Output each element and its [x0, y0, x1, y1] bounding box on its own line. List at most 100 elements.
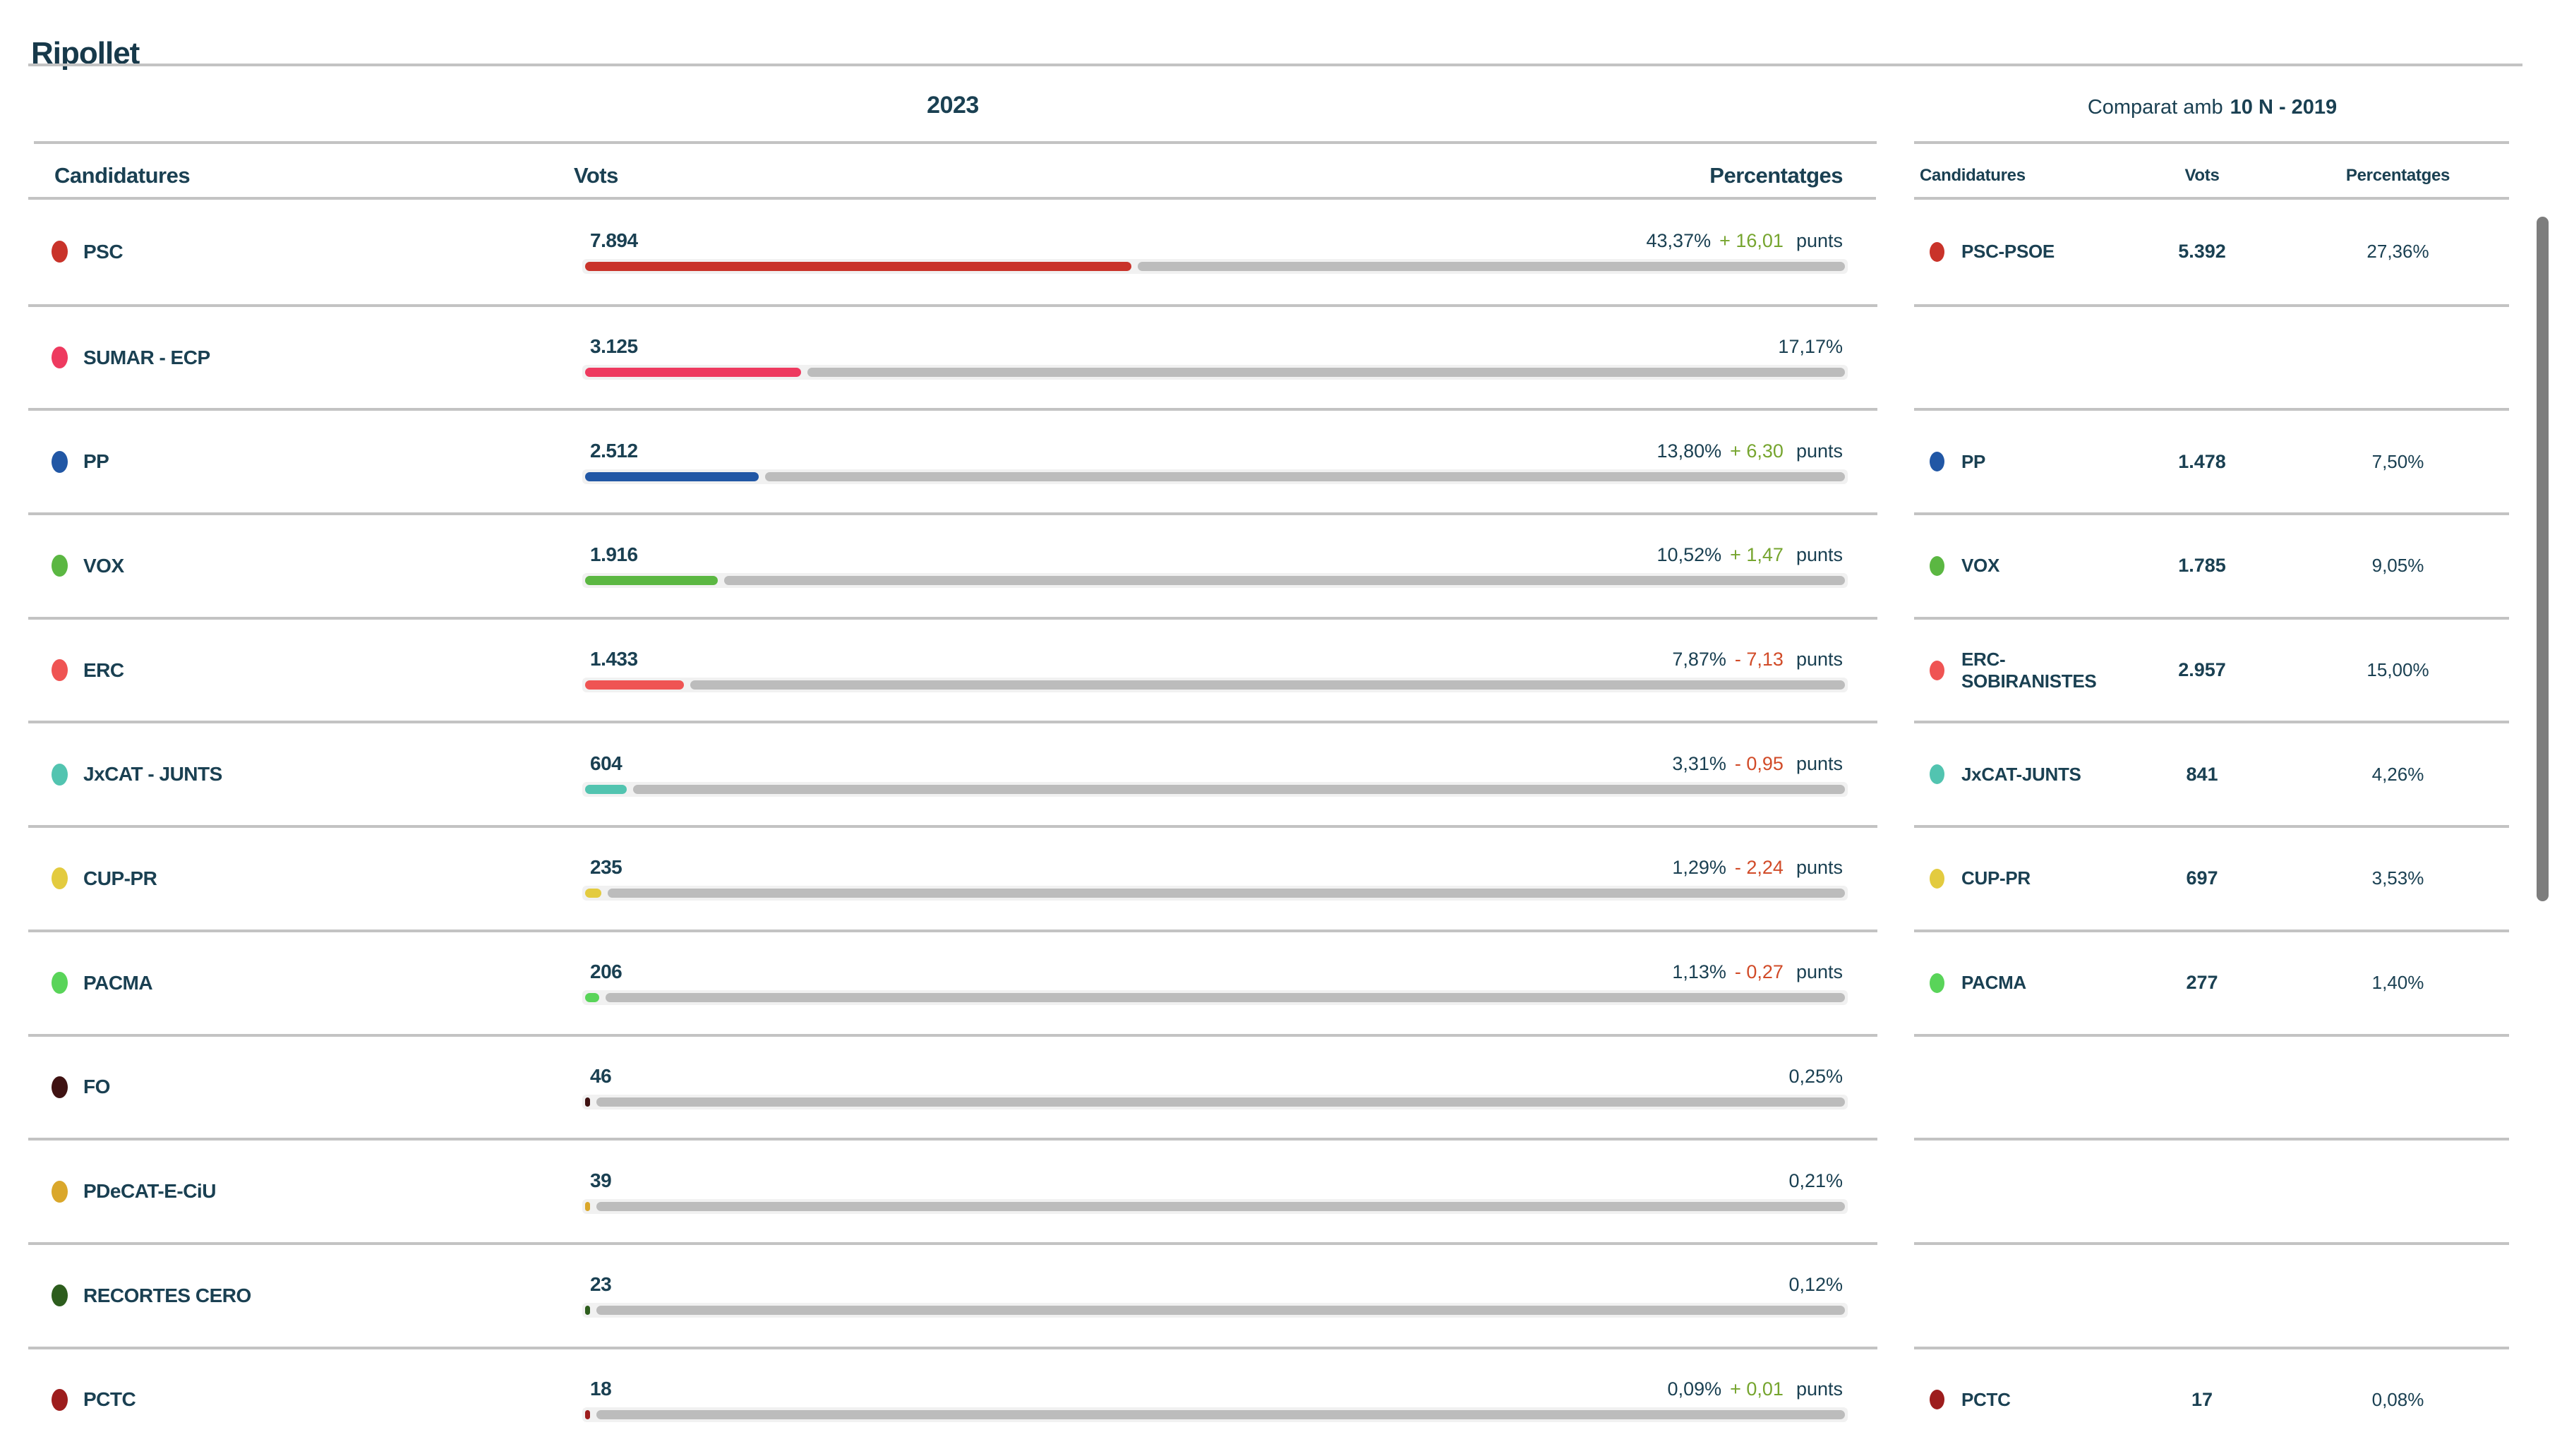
- party-cell: CUP-PR: [1914, 867, 2131, 889]
- votes-bar-chart: 18 0,09% + 0,01 punts: [582, 1378, 1848, 1422]
- bar-track: [582, 469, 1848, 484]
- values-line: 46 0,25%: [582, 1065, 1848, 1088]
- bar-fill: [585, 1201, 590, 1211]
- scrollbar-thumb[interactable]: [2537, 217, 2549, 901]
- pct-delta: - 0,27: [1734, 961, 1784, 983]
- party-color-dot: [52, 1284, 68, 1307]
- bar-remainder: [723, 576, 1845, 586]
- pct-value: 43,37%: [1646, 230, 1712, 252]
- bar-fill: [585, 993, 600, 1003]
- pct-delta: + 6,30: [1730, 440, 1784, 462]
- votes-value: 1.916: [590, 543, 638, 566]
- party-cell: ERC: [28, 659, 582, 682]
- pct-value: 15,00%: [2366, 659, 2429, 681]
- punts-label: punts: [1796, 649, 1843, 670]
- votes-value: 39: [590, 1169, 612, 1191]
- party-cell: VOX: [28, 555, 582, 577]
- votes-bar-chart: 7.894 43,37% + 16,01 punts: [582, 229, 1848, 275]
- punts-label: punts: [1796, 752, 1843, 774]
- votes-bar-chart: 23 0,12%: [582, 1273, 1848, 1318]
- pct-value: 3,53%: [2371, 867, 2424, 889]
- party-name: PACMA: [83, 971, 153, 994]
- party-color-dot: [52, 1180, 68, 1203]
- party-cell: PACMA: [1914, 972, 2131, 994]
- values-line: 23 0,12%: [582, 1273, 1848, 1296]
- votes-value: 235: [590, 856, 623, 879]
- party-name: CUP-PR: [1961, 867, 2031, 889]
- party-color-dot: [52, 659, 68, 682]
- results-table-2023: PSC 7.894 43,37% + 16,01 punts SUMAR - ECP 3.1…: [28, 200, 1877, 1450]
- votes-value: 697: [2186, 867, 2218, 889]
- votes-bar-chart: 2.512 13,80% + 6,30 punts: [582, 440, 1848, 484]
- bar-track: [582, 1303, 1848, 1318]
- values-line: 206 1,13% - 0,27 punts: [582, 961, 1848, 983]
- result-row-2023: PSC 7.894 43,37% + 16,01 punts: [28, 200, 1877, 304]
- result-row-2023: JxCAT - JUNTS 604 3,31% - 0,95 punts: [28, 721, 1877, 825]
- punts-label: punts: [1796, 230, 1843, 252]
- party-color-dot: [1930, 868, 1944, 889]
- pct-value: 13,80%: [1656, 440, 1722, 462]
- column-header-vots: Vots: [2184, 166, 2220, 185]
- comparison-table-2019: PSC-PSOE 5.392 27,36% PP 1.478 7,50% VOX 1.785 9…: [1914, 200, 2509, 1450]
- punts-label: punts: [1796, 1378, 1843, 1400]
- header-divider-left: [28, 197, 1876, 200]
- values-line: 39 0,21%: [582, 1169, 1848, 1192]
- bar-fill: [585, 471, 759, 481]
- pct-value: 27,36%: [2366, 241, 2429, 263]
- party-color-dot: [1930, 764, 1944, 785]
- percentage-group: 1,29% - 2,24 punts: [1672, 857, 1848, 879]
- party-color-dot: [1930, 973, 1944, 993]
- party-color-dot: [52, 347, 68, 369]
- party-color-dot: [52, 1388, 68, 1411]
- result-row-2023: VOX 1.916 10,52% + 1,47 punts: [28, 512, 1877, 617]
- percentage-group: 1,13% - 0,27 punts: [1672, 961, 1848, 983]
- votes-value: 23: [590, 1273, 612, 1296]
- pct-value: 3,31%: [1672, 752, 1726, 774]
- pct-value: 1,29%: [1672, 857, 1726, 879]
- comparison-row-2019: [1914, 1033, 2509, 1138]
- pct-delta: - 2,24: [1734, 857, 1784, 879]
- bar-remainder: [1138, 262, 1845, 272]
- votes-value: 206: [590, 961, 623, 983]
- result-row-2023: PACMA 206 1,13% - 0,27 punts: [28, 929, 1877, 1034]
- pct-value: 9,05%: [2371, 555, 2424, 577]
- party-cell: PCTC: [1914, 1389, 2131, 1411]
- pct-delta: + 0,01: [1730, 1378, 1784, 1400]
- table-header-2019: Candidatures Vots Percentatges: [1914, 162, 2509, 190]
- bar-track: [582, 886, 1848, 901]
- bar-track: [582, 573, 1848, 589]
- percentage-group: 0,21%: [1788, 1170, 1848, 1192]
- party-cell: CUP-PR: [28, 867, 582, 890]
- party-cell: PCTC: [28, 1388, 582, 1411]
- percentage-group: 0,09% + 0,01 punts: [1668, 1378, 1848, 1400]
- party-color-dot: [52, 1076, 68, 1098]
- percentage-group: 17,17%: [1778, 336, 1848, 358]
- party-name: PACMA: [1961, 972, 2026, 994]
- votes-value: 5.392: [2178, 241, 2226, 263]
- pct-value: 1,13%: [1672, 961, 1726, 983]
- bar-track: [582, 259, 1848, 275]
- votes-bar-chart: 235 1,29% - 2,24 punts: [582, 856, 1848, 901]
- values-line: 604 3,31% - 0,95 punts: [582, 752, 1848, 775]
- column-header-percentatges: Percentatges: [2345, 166, 2450, 185]
- party-name: VOX: [1961, 555, 2000, 577]
- bar-fill: [585, 368, 802, 378]
- pct-delta: + 16,01: [1719, 230, 1784, 252]
- column-header-candidatures: Candidatures: [54, 163, 191, 188]
- votes-value: 17: [2191, 1388, 2213, 1410]
- bar-remainder: [596, 1409, 1845, 1419]
- party-name: RECORTES CERO: [83, 1284, 251, 1306]
- comparison-row-2019: VOX 1.785 9,05%: [1914, 512, 2509, 617]
- year-header-2023: 2023: [927, 92, 979, 119]
- bar-remainder: [765, 471, 1845, 481]
- party-name: JxCAT - JUNTS: [83, 763, 222, 786]
- year-divider: [34, 141, 1877, 144]
- votes-value: 1.785: [2178, 555, 2226, 577]
- result-row-2023: FO 46 0,25%: [28, 1033, 1877, 1138]
- party-name: PSC: [83, 240, 124, 263]
- party-name: SUMAR - ECP: [83, 346, 210, 368]
- party-name: ERC-SOBIRANISTES: [1961, 648, 2097, 692]
- bar-fill: [585, 784, 627, 794]
- pct-delta: + 1,47: [1730, 544, 1784, 566]
- percentage-group: 3,31% - 0,95 punts: [1672, 753, 1848, 775]
